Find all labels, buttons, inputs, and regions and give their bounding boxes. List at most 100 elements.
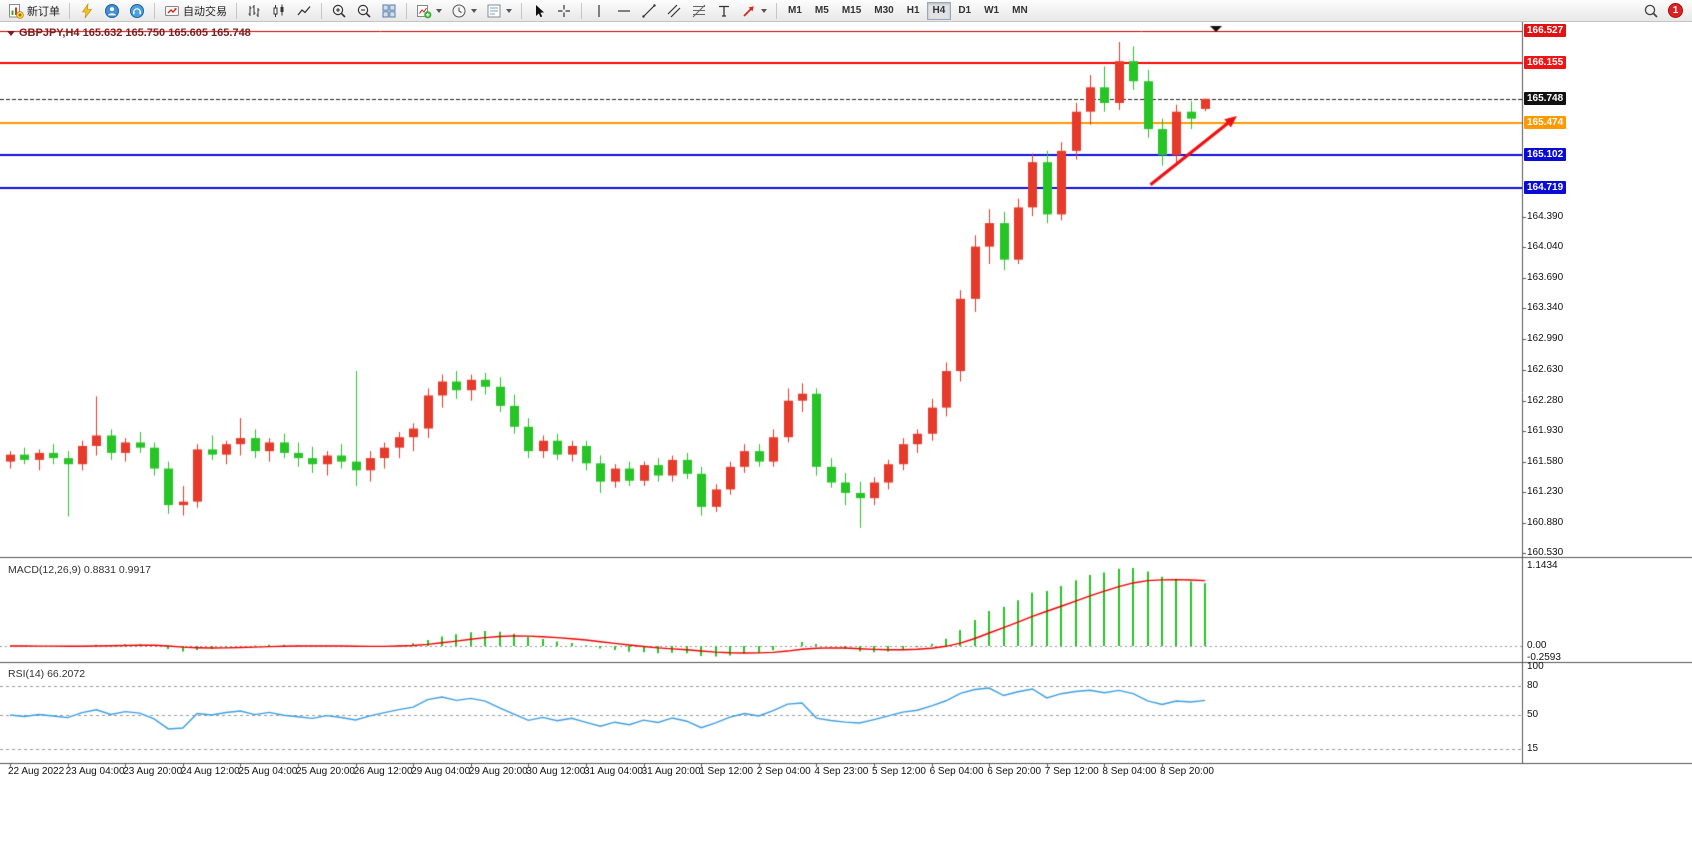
price-tick-label: 161.930: [1527, 425, 1564, 437]
cursor-icon: [531, 3, 547, 19]
zoom-out-button[interactable]: [352, 1, 376, 21]
price-tick-label: 164.390: [1527, 211, 1564, 222]
toolbar-separator: [321, 2, 322, 19]
hline-icon: [616, 3, 632, 19]
chart-collapse-icon[interactable]: [7, 30, 15, 36]
vline-icon: [591, 3, 607, 19]
crosshair-icon: [556, 3, 572, 19]
timeframe-m1-button[interactable]: M1: [788, 5, 802, 16]
vertical-line-button[interactable]: [587, 1, 611, 21]
dropdown-caret-icon: [761, 8, 767, 13]
price-tick-label: 160.880: [1527, 516, 1564, 528]
timeframe-m5-button[interactable]: M5: [814, 5, 829, 16]
horizontal-line-button[interactable]: [612, 1, 636, 21]
tile-windows-button[interactable]: [377, 1, 401, 21]
zoom-in-icon: [331, 3, 347, 19]
bar-chart-icon: [246, 3, 262, 19]
price-level-badge: 166.527: [1524, 24, 1567, 37]
dropdown-caret-icon: [436, 8, 442, 13]
dropdown-caret-icon: [471, 8, 477, 13]
indicators-icon: [416, 3, 432, 19]
arrows-button[interactable]: [737, 1, 771, 21]
new-order-label: 新订单: [27, 5, 60, 18]
new-order-button[interactable]: 新订单: [4, 1, 64, 21]
candle-chart-icon: [271, 3, 287, 19]
flash-icon: [79, 2, 95, 19]
auto-trading-icon: [164, 3, 180, 19]
zoom-in-button[interactable]: [327, 1, 351, 21]
search-button[interactable]: [1639, 1, 1663, 21]
timeframe-h1-button[interactable]: H1: [906, 5, 920, 16]
indicators-button[interactable]: [412, 1, 446, 21]
time-axis-label: 22 Aug 2022: [8, 766, 65, 777]
time-axis-label: 6 Sep 04:00: [929, 766, 984, 777]
chart-canvas[interactable]: [0, 22, 1692, 784]
fibo-icon: [691, 3, 707, 19]
line-chart-button[interactable]: [292, 1, 316, 21]
time-axis-label: 31 Aug 20:00: [641, 766, 701, 777]
search-icon: [1643, 3, 1659, 19]
channel-icon: [666, 3, 682, 19]
price-level-badge: 165.748: [1524, 91, 1567, 105]
price-level-badge: 165.474: [1524, 115, 1567, 129]
candlestick-chart-button[interactable]: [267, 1, 291, 21]
time-axis-label: 1 Sep 12:00: [699, 766, 754, 777]
notification-badge[interactable]: 1: [1668, 3, 1683, 18]
time-axis-label: 31 Aug 04:00: [584, 766, 643, 777]
timeframe-h4-button[interactable]: H4: [926, 1, 952, 20]
toolbar-separator: [236, 2, 237, 19]
price-level-badge: 165.102: [1524, 148, 1567, 162]
price-tick-label: 161.230: [1527, 486, 1564, 498]
time-axis-label: 29 Aug 20:00: [468, 766, 528, 777]
flash-button[interactable]: [75, 1, 99, 21]
trendline-button[interactable]: [637, 1, 661, 21]
timeframe-mn-button[interactable]: MN: [1012, 5, 1028, 16]
time-axis-label: 4 Sep 23:00: [814, 766, 869, 777]
timeframe-group: M1 M5 M15 M30 H1 H4 D1 W1 MN: [782, 1, 1034, 20]
rsi-scale-label: 80: [1527, 680, 1539, 692]
toolbar-right: 1: [1639, 1, 1688, 21]
rsi-label: RSI(14) 66.2072: [8, 668, 86, 680]
time-axis-label: 23 Aug 04:00: [65, 766, 125, 777]
cursor-button[interactable]: [527, 1, 551, 21]
time-axis-label: 23 Aug 20:00: [123, 766, 183, 777]
timeframe-w1-button[interactable]: W1: [984, 5, 1000, 16]
rsi-scale-label: 100: [1527, 661, 1544, 672]
time-axis-label: 7 Sep 12:00: [1044, 766, 1099, 777]
community-icon: [129, 3, 145, 19]
time-axis-label: 29 Aug 04:00: [411, 766, 471, 777]
timeframe-m30-button[interactable]: M30: [874, 5, 894, 16]
timeframe-d1-button[interactable]: D1: [958, 5, 972, 16]
fibonacci-button[interactable]: [687, 1, 711, 21]
time-axis-label: 8 Sep 20:00: [1160, 766, 1214, 777]
time-axis-label: 30 Aug 12:00: [526, 766, 586, 777]
toolbar-separator: [776, 2, 777, 19]
toolbar-separator: [521, 2, 522, 19]
periods-button[interactable]: [447, 1, 481, 21]
time-axis-label: 24 Aug 12:00: [180, 766, 240, 777]
timeframe-m15-button[interactable]: M15: [841, 5, 862, 16]
text-label-button[interactable]: [712, 1, 736, 21]
toolbar-separator: [69, 2, 70, 19]
chart-window: GBPJPY,H4 165.632 165.750 165.605 165.74…: [0, 22, 1692, 784]
community-button[interactable]: [125, 1, 149, 21]
time-axis-label: 8 Sep 04:00: [1102, 766, 1157, 777]
time-axis-label: 26 Aug 12:00: [353, 766, 413, 777]
equidistant-channel-button[interactable]: [662, 1, 686, 21]
profile-button[interactable]: [100, 1, 124, 21]
price-tick-label: 163.340: [1527, 302, 1564, 314]
bar-chart-button[interactable]: [242, 1, 266, 21]
toolbar-separator: [581, 2, 582, 19]
line-chart-icon: [296, 3, 312, 19]
crosshair-button[interactable]: [552, 1, 576, 21]
new-order-icon: [8, 3, 24, 19]
templates-button[interactable]: [482, 1, 516, 21]
text-icon: [716, 3, 732, 19]
price-tick-label: 163.690: [1527, 271, 1564, 283]
trendline-icon: [641, 3, 657, 19]
price-tick-label: 164.040: [1527, 241, 1564, 253]
clock-icon: [451, 3, 467, 19]
auto-trading-button[interactable]: 自动交易: [160, 1, 231, 21]
time-axis-label: 25 Aug 20:00: [296, 766, 355, 777]
